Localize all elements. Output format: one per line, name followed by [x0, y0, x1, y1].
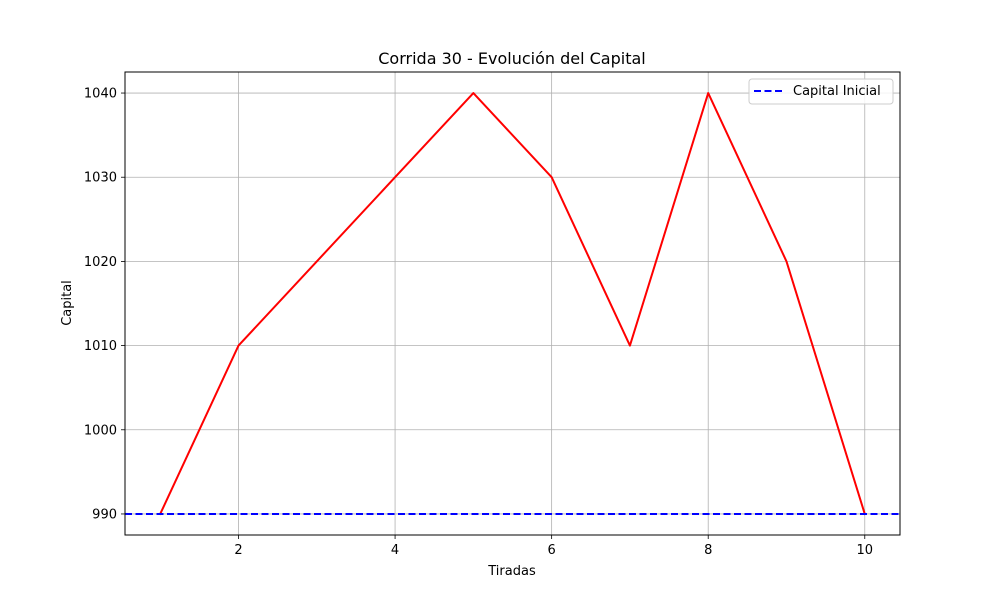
y-tick-label: 1030: [84, 171, 117, 186]
x-axis-title: Tiradas: [487, 564, 536, 579]
y-tick-label: 1040: [84, 87, 117, 102]
series-layer: [125, 92, 900, 516]
plot-frame: [124, 71, 901, 536]
x-tick-label: 2: [234, 543, 242, 558]
y-tick-label: 1020: [84, 255, 117, 270]
y-tick-label: 1000: [84, 423, 117, 438]
y-axis-title: Capital: [60, 280, 75, 326]
chart-title: Corrida 30 - Evolución del Capital: [378, 49, 645, 68]
x-tick-label: 10: [856, 543, 873, 558]
tick-layer: 2 4 6 8 10 990 1000 1010 1020 1030 1040: [84, 87, 873, 558]
x-tick-label: 4: [391, 543, 399, 558]
x-tick-label: 8: [704, 543, 712, 558]
legend: Capital Inicial: [748, 78, 894, 105]
legend-label-capital-inicial: Capital Inicial: [793, 84, 881, 99]
series-line: [158, 92, 867, 516]
legend-box: [748, 78, 894, 105]
y-tick-label: 1010: [84, 339, 117, 354]
x-tick-label: 6: [548, 543, 556, 558]
y-tick-label: 990: [92, 507, 117, 522]
